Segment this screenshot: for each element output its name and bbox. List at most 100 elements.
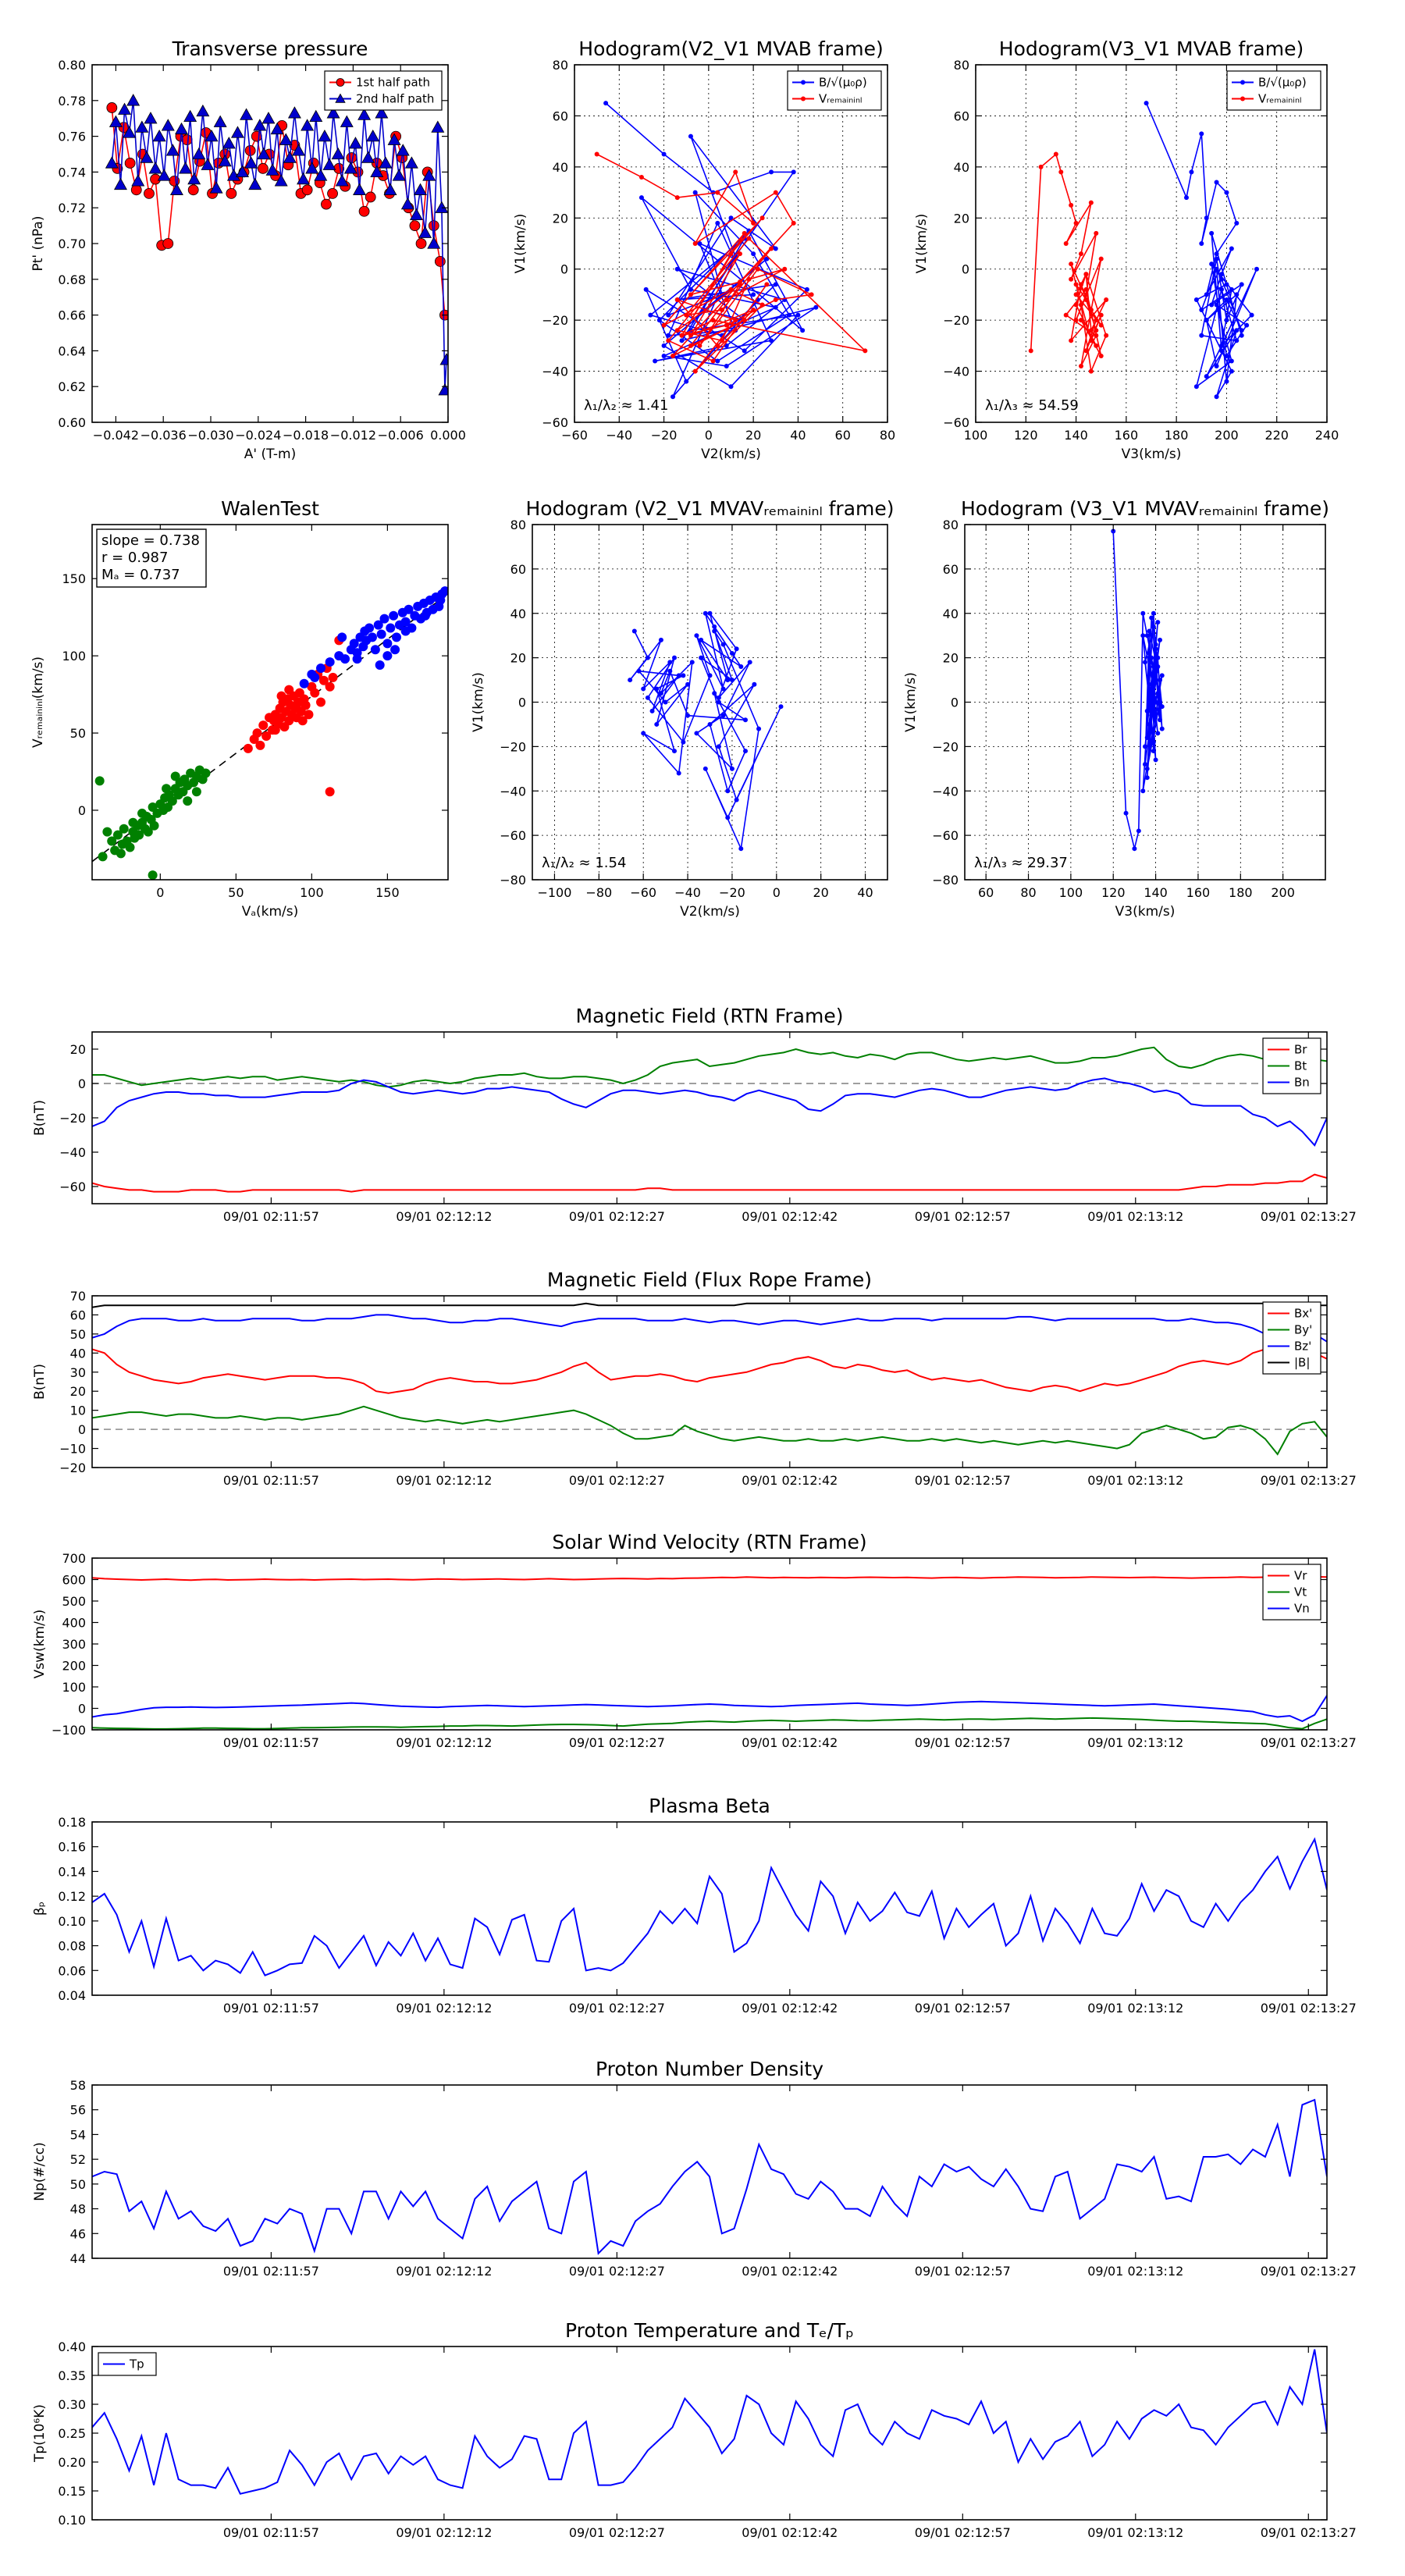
x-axis-label: V2(km/s) (680, 904, 740, 920)
chart-beta: 09/01 02:11:57 09/01 02:12:12 09/01 02:12:… (32, 1795, 1357, 2016)
x-tick-label: 09/01 02:11:57 (223, 2525, 319, 2540)
data-point (663, 699, 668, 705)
y-tick-label: 0.18 (58, 1815, 86, 1830)
y-axis-label: Tp(10⁶K) (32, 2404, 48, 2463)
data-point (1229, 368, 1234, 374)
data-point (422, 169, 436, 181)
data-point (222, 137, 236, 149)
data-point (1219, 272, 1224, 277)
x-tick-label: −0.042 (93, 428, 139, 443)
data-point (1229, 358, 1234, 364)
data-point (1069, 338, 1074, 343)
data-point (752, 681, 757, 687)
data-point (1199, 333, 1204, 338)
y-axis-label: V1(km/s) (903, 672, 919, 732)
data-point (135, 120, 149, 133)
data-point (809, 292, 814, 297)
y-tick-label: 70 (70, 1289, 86, 1304)
data-point (694, 731, 699, 736)
x-tick-label: −60 (561, 428, 588, 443)
y-axis-label: Vᵣₑₘₐᵢₙᵢₙₗ(km/s) (30, 656, 46, 748)
series-bz-line (92, 1314, 1327, 1343)
y-tick-label: 0.64 (58, 343, 86, 358)
data-point (1144, 101, 1149, 106)
data-point (162, 238, 174, 249)
data-point (1144, 775, 1150, 781)
data-point (119, 824, 129, 834)
data-point (742, 230, 747, 236)
y-tick-label: 80 (954, 58, 969, 73)
data-point (1038, 164, 1044, 169)
data-point (674, 266, 680, 272)
y-axis-label: βₚ (32, 1902, 48, 1916)
y-tick-label: 0.04 (58, 1988, 86, 2003)
data-point (1151, 624, 1156, 629)
data-point (738, 846, 744, 852)
x-tick-label: 200 (1215, 428, 1239, 443)
data-point (1069, 262, 1074, 267)
data-point (667, 668, 673, 674)
data-point (725, 815, 731, 820)
data-point (1155, 655, 1161, 660)
data-point (645, 655, 650, 660)
x-tick-label: 0.000 (430, 428, 466, 443)
y-tick-label: −100 (52, 1723, 86, 1738)
legend: Tp (98, 2352, 157, 2376)
y-tick-label: −20 (542, 313, 568, 328)
legend-label: 1st half path (356, 76, 430, 90)
data-point (1079, 364, 1083, 369)
data-point (728, 251, 734, 257)
data-point (1063, 241, 1069, 246)
plot-frame (975, 64, 1328, 423)
y-tick-label: 400 (62, 1616, 86, 1631)
data-point (291, 700, 301, 710)
data-point (1224, 379, 1229, 384)
data-point (404, 156, 418, 169)
data-point (764, 282, 770, 287)
data-point (1083, 292, 1089, 297)
data-point (712, 624, 717, 629)
chart-title: Hodogram (V3_V1 MVAVᵣₑₘₐᵢₙᵢₙₗ frame) (961, 497, 1329, 520)
data-point (1239, 333, 1244, 338)
x-tick-label: 09/01 02:11:57 (223, 2264, 319, 2279)
legend-marker (336, 78, 345, 87)
data-point (379, 156, 393, 169)
x-tick-label: −40 (674, 885, 701, 900)
x-tick-label: 09/01 02:12:42 (742, 1473, 838, 1488)
data-point (773, 282, 778, 287)
x-tick-label: 60 (835, 428, 851, 443)
data-point (743, 749, 748, 754)
data-point (1083, 286, 1089, 292)
data-point (226, 187, 237, 199)
data-point (179, 162, 193, 174)
data-point (1239, 282, 1244, 287)
data-point (420, 610, 430, 621)
chart-title: Solar Wind Velocity (RTN Frame) (552, 1531, 866, 1553)
data-point (1079, 302, 1083, 308)
y-tick-label: 0.60 (58, 415, 86, 430)
data-point (1158, 699, 1163, 705)
data-point (728, 286, 734, 292)
data-point (692, 241, 698, 246)
chart-walen: 0 50 100 150 0 50 100 150 WalenTest Vₐ(km/s) Vᵣₑₘₐ… (30, 497, 449, 920)
data-point (1083, 348, 1089, 354)
data-point (108, 115, 123, 127)
series-br-line (92, 1173, 1327, 1193)
data-point (1098, 312, 1104, 318)
data-point (681, 739, 686, 745)
data-point (318, 675, 329, 685)
y-tick-label: −80 (932, 873, 959, 888)
legend-label: By' (1294, 1323, 1312, 1337)
data-point (769, 338, 774, 343)
x-tick-label: 100 (1059, 885, 1083, 900)
data-point (1088, 368, 1094, 374)
data-point (1199, 241, 1204, 246)
data-point (1224, 297, 1229, 302)
legend-box (1226, 70, 1321, 111)
data-point (791, 169, 796, 175)
data-point (131, 174, 145, 187)
x-tick-label: 09/01 02:12:42 (742, 2001, 838, 2016)
data-point (778, 704, 784, 710)
data-point (357, 108, 372, 120)
data-point (1132, 846, 1137, 852)
